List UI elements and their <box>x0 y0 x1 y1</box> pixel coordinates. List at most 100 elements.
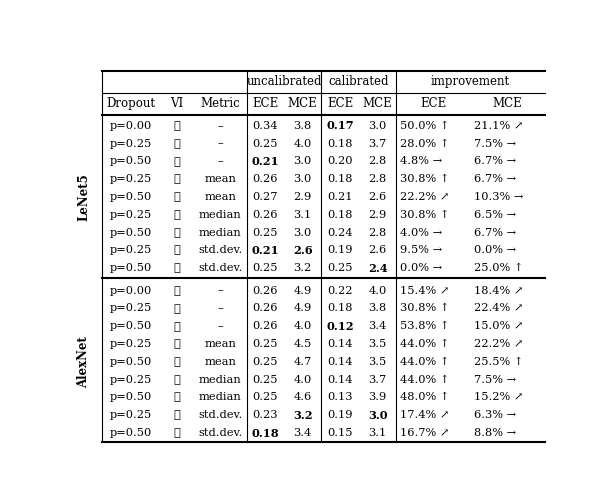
Text: 44.0% ↑: 44.0% ↑ <box>400 375 449 385</box>
Text: 22.4% ↗: 22.4% ↗ <box>474 303 523 313</box>
Text: 4.8% →: 4.8% → <box>400 156 442 166</box>
Text: p=0.00: p=0.00 <box>110 121 152 131</box>
Text: 0.19: 0.19 <box>328 410 353 420</box>
Text: 3.2: 3.2 <box>293 410 313 421</box>
Text: p=0.50: p=0.50 <box>110 228 152 238</box>
Text: ECE: ECE <box>252 97 278 110</box>
Text: 3.0: 3.0 <box>368 410 387 421</box>
Text: MCE: MCE <box>288 97 317 110</box>
Text: 0.21: 0.21 <box>252 156 279 167</box>
Text: 3.5: 3.5 <box>368 339 387 349</box>
Text: ✓: ✓ <box>173 392 180 402</box>
Text: 4.6: 4.6 <box>294 392 312 402</box>
Text: 0.14: 0.14 <box>328 339 353 349</box>
Text: 48.0% ↑: 48.0% ↑ <box>400 392 449 402</box>
Text: uncalibrated: uncalibrated <box>246 76 322 89</box>
Text: p=0.00: p=0.00 <box>110 285 152 295</box>
Text: 6.7% →: 6.7% → <box>474 174 516 184</box>
Text: 4.0: 4.0 <box>368 285 387 295</box>
Text: 0.26: 0.26 <box>252 210 278 220</box>
Text: –: – <box>217 285 223 295</box>
Text: LeNet5: LeNet5 <box>77 174 91 221</box>
Text: –: – <box>217 138 223 148</box>
Text: 7.5% →: 7.5% → <box>474 375 516 385</box>
Text: std.dev.: std.dev. <box>198 410 242 420</box>
Text: –: – <box>217 321 223 331</box>
Text: p=0.25: p=0.25 <box>110 210 152 220</box>
Text: p=0.25: p=0.25 <box>110 174 152 184</box>
Text: 8.8% →: 8.8% → <box>474 428 516 438</box>
Text: 3.8: 3.8 <box>368 303 387 313</box>
Text: VI: VI <box>170 97 184 110</box>
Text: 0.19: 0.19 <box>328 245 353 255</box>
Text: 3.4: 3.4 <box>368 321 387 331</box>
Text: 3.0: 3.0 <box>294 228 312 238</box>
Text: 0.12: 0.12 <box>326 321 354 332</box>
Text: 0.25: 0.25 <box>252 392 278 402</box>
Text: 53.8% ↑: 53.8% ↑ <box>400 321 449 331</box>
Text: ✓: ✓ <box>173 245 180 255</box>
Text: std.dev.: std.dev. <box>198 263 242 273</box>
Text: –: – <box>217 303 223 313</box>
Text: 0.25: 0.25 <box>252 357 278 367</box>
Text: 4.7: 4.7 <box>294 357 312 367</box>
Text: 44.0% ↑: 44.0% ↑ <box>400 339 449 349</box>
Text: 0.23: 0.23 <box>252 410 278 420</box>
Text: 0.14: 0.14 <box>328 375 353 385</box>
Text: 44.0% ↑: 44.0% ↑ <box>400 357 449 367</box>
Text: 3.0: 3.0 <box>294 156 312 166</box>
Text: 0.26: 0.26 <box>252 303 278 313</box>
Text: median: median <box>199 375 241 385</box>
Text: ✗: ✗ <box>173 321 180 332</box>
Text: 4.0: 4.0 <box>294 375 312 385</box>
Text: 4.5: 4.5 <box>294 339 312 349</box>
Text: 3.7: 3.7 <box>368 375 387 385</box>
Text: 2.4: 2.4 <box>368 263 387 274</box>
Text: 2.6: 2.6 <box>368 245 387 255</box>
Text: ✓: ✓ <box>173 263 180 273</box>
Text: 0.14: 0.14 <box>328 357 353 367</box>
Text: 6.7% →: 6.7% → <box>474 156 516 166</box>
Text: 3.7: 3.7 <box>368 138 387 148</box>
Text: 3.2: 3.2 <box>294 263 312 273</box>
Text: p=0.25: p=0.25 <box>110 138 152 148</box>
Text: p=0.50: p=0.50 <box>110 428 152 438</box>
Text: ✓: ✓ <box>173 339 180 349</box>
Text: 4.0: 4.0 <box>294 138 312 148</box>
Text: 6.5% →: 6.5% → <box>474 210 516 220</box>
Text: 0.22: 0.22 <box>328 285 353 295</box>
Text: 2.8: 2.8 <box>368 156 387 166</box>
Text: mean: mean <box>204 339 236 349</box>
Text: median: median <box>199 228 241 238</box>
Text: mean: mean <box>204 192 236 202</box>
Text: 3.4: 3.4 <box>294 428 312 438</box>
Text: p=0.25: p=0.25 <box>110 303 152 313</box>
Text: ✗: ✗ <box>173 138 180 149</box>
Text: ✓: ✓ <box>173 428 180 438</box>
Text: 4.0% →: 4.0% → <box>400 228 442 238</box>
Text: 18.4% ↗: 18.4% ↗ <box>474 285 523 295</box>
Text: ✓: ✓ <box>173 210 180 220</box>
Text: 0.18: 0.18 <box>328 303 353 313</box>
Text: 0.0% →: 0.0% → <box>474 245 516 255</box>
Text: 0.26: 0.26 <box>252 285 278 295</box>
Text: ✓: ✓ <box>173 174 180 184</box>
Text: Metric: Metric <box>200 97 240 110</box>
Text: 0.17: 0.17 <box>326 120 354 131</box>
Text: 15.4% ↗: 15.4% ↗ <box>400 285 449 295</box>
Text: ✗: ✗ <box>173 303 180 314</box>
Text: 0.21: 0.21 <box>252 245 279 256</box>
Text: 0.26: 0.26 <box>252 174 278 184</box>
Text: mean: mean <box>204 357 236 367</box>
Text: p=0.50: p=0.50 <box>110 263 152 273</box>
Text: MCE: MCE <box>363 97 393 110</box>
Text: –: – <box>217 156 223 166</box>
Text: 0.0% →: 0.0% → <box>400 263 442 273</box>
Text: ✓: ✓ <box>173 410 180 420</box>
Text: 0.25: 0.25 <box>252 228 278 238</box>
Text: Dropout: Dropout <box>106 97 156 110</box>
Text: std.dev.: std.dev. <box>198 428 242 438</box>
Text: 30.8% ↑: 30.8% ↑ <box>400 303 449 313</box>
Text: 15.2% ↗: 15.2% ↗ <box>474 392 523 402</box>
Text: ✓: ✓ <box>173 375 180 385</box>
